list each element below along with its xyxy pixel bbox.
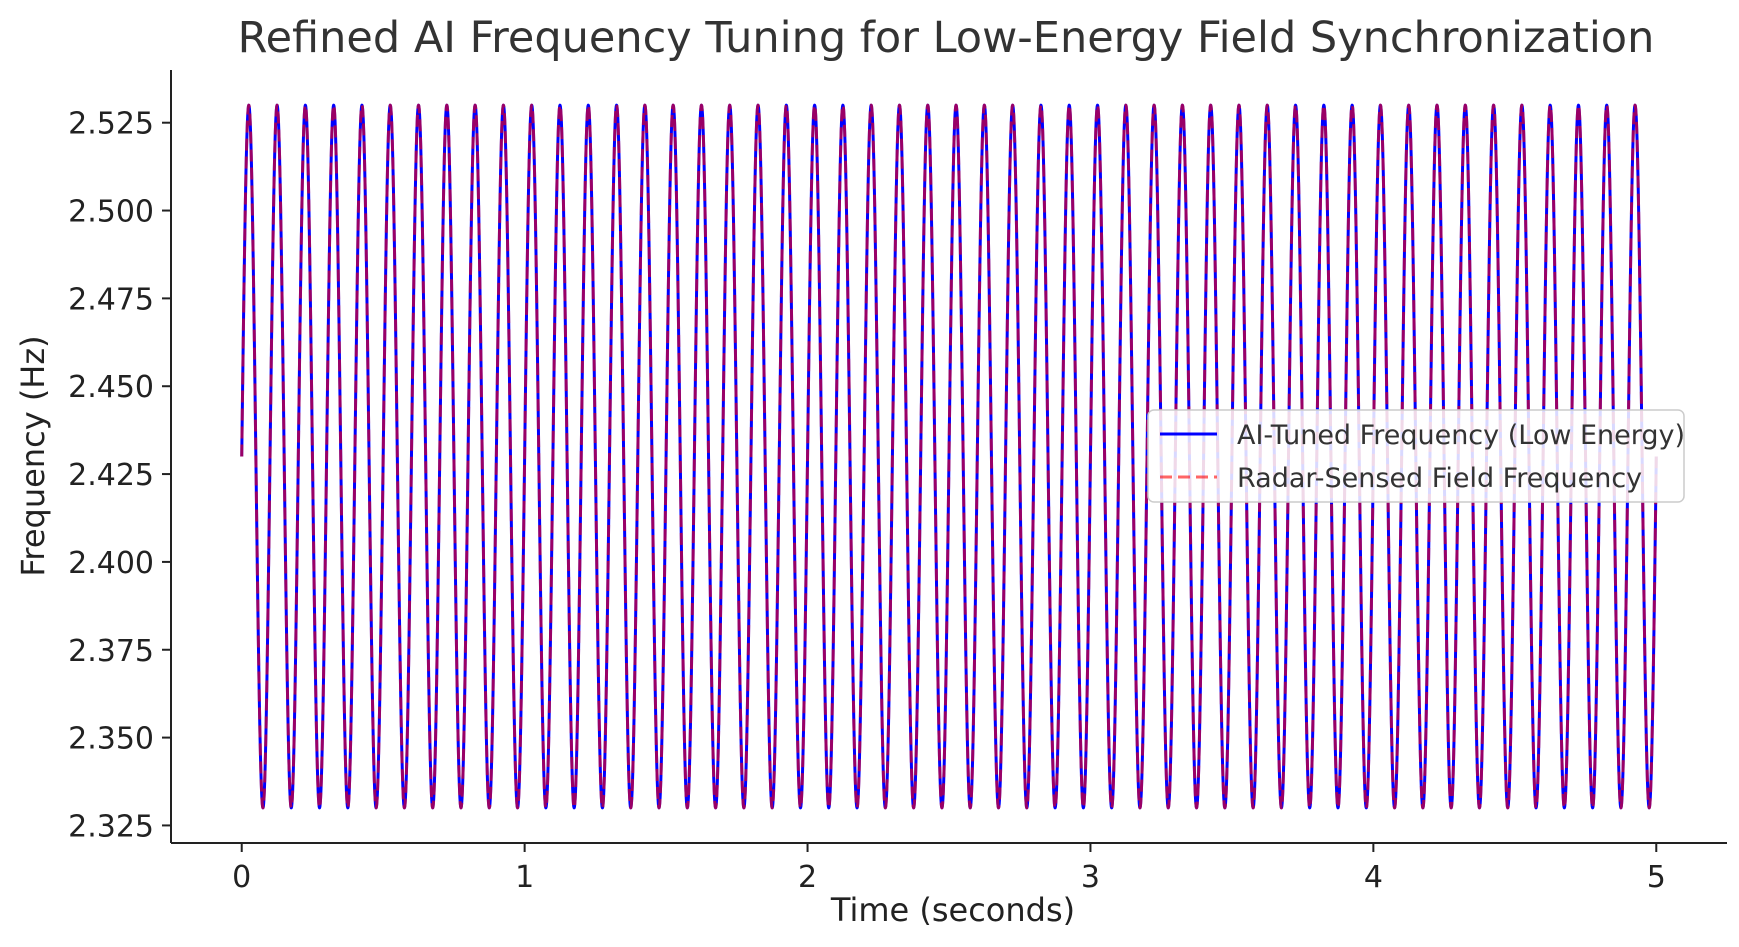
y-tick-label: 2.475 [68, 282, 154, 317]
y-tick-label: 2.425 [68, 458, 154, 493]
legend-box [1147, 409, 1685, 503]
legend-label-ai-tuned: AI-Tuned Frequency (Low Energy) [1237, 420, 1685, 451]
x-axis-label: Time (seconds) [830, 891, 1075, 929]
x-tick-label: 2 [798, 860, 817, 895]
x-ticks: 0 1 2 3 4 5 [232, 843, 1666, 895]
x-tick-label: 5 [1647, 860, 1666, 895]
x-tick-label: 4 [1364, 860, 1383, 895]
y-tick-label: 2.450 [68, 370, 154, 405]
y-tick-label: 2.375 [68, 634, 154, 669]
y-tick-label: 2.400 [68, 546, 154, 581]
y-axis-label: Frequency (Hz) [14, 335, 52, 576]
series-line-radar-sensed [240, 103, 1658, 810]
x-tick-label: 3 [1081, 860, 1100, 895]
y-tick-label: 2.350 [68, 722, 154, 757]
legend: AI-Tuned Frequency (Low Energy) Radar-Se… [1147, 409, 1685, 503]
legend-label-radar-sensed: Radar-Sensed Field Frequency [1237, 463, 1642, 494]
x-tick-label: 1 [515, 860, 534, 895]
chart-title: Refined AI Frequency Tuning for Low-Ener… [238, 13, 1655, 63]
plot-lines [240, 103, 1658, 810]
y-tick-label: 2.525 [68, 107, 154, 142]
x-tick-label: 0 [232, 860, 251, 895]
y-ticks: 2.325 2.350 2.375 2.400 2.425 2.450 2.475 2.500… [68, 107, 171, 844]
y-tick-label: 2.500 [68, 195, 154, 230]
y-tick-label: 2.325 [68, 809, 154, 844]
